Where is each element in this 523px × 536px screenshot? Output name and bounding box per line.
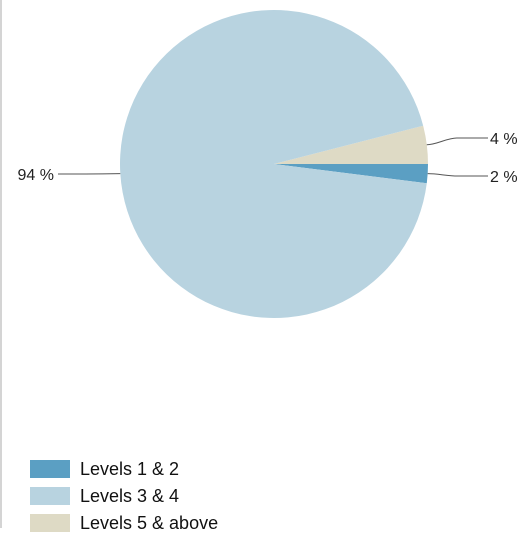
legend-label: Levels 1 & 2 <box>80 459 179 479</box>
legend-item-levels-1-2: Levels 1 & 2 <box>30 455 218 482</box>
pie-chart: 4 % 2 % 94 % <box>0 0 523 440</box>
legend-swatch <box>30 514 70 532</box>
legend: Levels 1 & 2 Levels 3 & 4 Levels 5 & abo… <box>30 455 218 536</box>
leader-line <box>428 174 488 176</box>
legend-swatch <box>30 460 70 478</box>
slice-data-label: 4 % <box>490 131 518 148</box>
pie-slices <box>120 10 428 318</box>
slice-data-label: 94 % <box>18 167 54 184</box>
slice-data-label: 2 % <box>490 169 518 186</box>
legend-item-levels-5-above: Levels 5 & above <box>30 509 218 536</box>
leader-line <box>427 138 488 145</box>
legend-swatch <box>30 487 70 505</box>
legend-label: Levels 3 & 4 <box>80 486 179 506</box>
legend-label: Levels 5 & above <box>80 513 218 533</box>
legend-item-levels-3-4: Levels 3 & 4 <box>30 482 218 509</box>
